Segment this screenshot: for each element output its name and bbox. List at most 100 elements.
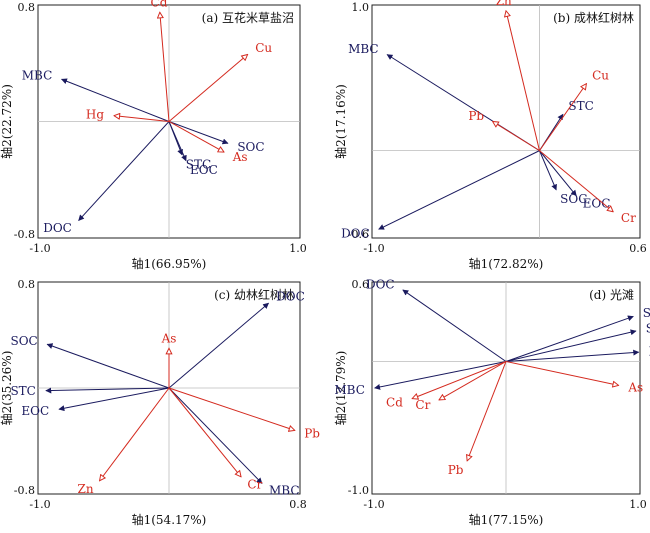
y-tick-label-max: 0.8 (18, 1, 36, 14)
pb-vector-label: Pb (448, 463, 464, 477)
y-axis-label: 轴2(22.72%) (0, 84, 14, 159)
zn-vector (506, 11, 540, 151)
panel-d: (d) 光滩 -1.0 1.0 0.6 -1.0 轴1(77.15%) 轴2(12.79%)… (333, 277, 650, 527)
cd-vector (412, 361, 507, 399)
hg-vector (114, 116, 170, 122)
pb-vector (493, 122, 540, 152)
y-tick-label-max: 0.8 (18, 278, 36, 291)
eoc-vector-label: EOC (21, 404, 49, 418)
soc-vector (539, 150, 557, 191)
stc-vector (168, 121, 183, 156)
as-vector-label: As (627, 380, 643, 394)
cu-vector (168, 55, 248, 122)
y-tick-label-min: -0.8 (14, 228, 35, 241)
as-vector-label: As (232, 150, 248, 164)
stc-vector-label: STC (643, 306, 650, 320)
zn-vector-label: Zn (77, 482, 93, 496)
as-vector (505, 361, 619, 386)
mbc-vector (61, 78, 170, 122)
doc-vector (168, 302, 270, 389)
doc-vector-label: DOC (341, 227, 370, 241)
doc-vector (78, 121, 170, 221)
eoc-vector-label: EOC (583, 197, 611, 211)
panel-title: (a) 互花米草盐沼 (202, 10, 294, 25)
y-tick-label-max: 1.0 (352, 1, 370, 14)
y-tick-label-min: -1.0 (348, 484, 369, 497)
doc-vector-label: DOC (43, 221, 72, 235)
soc-vector-label: SOC (11, 334, 38, 348)
cr-vector (439, 361, 507, 400)
cu-vector (539, 84, 587, 151)
stc-vector-label: STC (568, 99, 593, 113)
cr-vector-label: Cr (621, 211, 636, 225)
as-vector-label: As (161, 331, 177, 345)
mbc-vector-label: MBC (334, 383, 365, 397)
cr-vector-label: Cr (415, 398, 430, 412)
x-tick-label-max: 1.0 (289, 242, 307, 255)
cu-vector-label: Cu (255, 41, 272, 55)
doc-vector-label: DOC (366, 277, 395, 291)
stc-vector-label: STC (186, 157, 211, 171)
x-tick-label-min: -1.0 (29, 242, 50, 255)
cd-vector-label: Cd (151, 0, 168, 9)
zn-vector (100, 387, 170, 481)
y-axis-label: 轴2(35.26%) (0, 351, 14, 426)
stc-vector (505, 315, 634, 362)
panel-title: (c) 幼林红树林 (214, 287, 294, 302)
pb-vector-label: Pb (304, 427, 320, 441)
soc-vector-label: SOC (560, 192, 587, 206)
panel-title: (b) 成林红树林 (553, 10, 634, 25)
panel-a: (a) 互花米草盐沼 -1.0 1.0 0.8 -0.8 轴1(66.95%) 轴2(22.… (0, 0, 307, 271)
cr-vector-label: Cr (247, 478, 262, 492)
x-axis-label: 轴1(66.95%) (132, 256, 207, 271)
eoc-vector-label: EOC (190, 163, 218, 177)
x-axis-label: 轴1(54.17%) (132, 512, 207, 527)
eoc-vector (539, 150, 577, 197)
soc-vector (46, 343, 170, 389)
stc-vector (45, 387, 170, 394)
mbc-vector (168, 387, 263, 484)
y-tick-label-min: -0.8 (14, 484, 35, 497)
mbc-vector (374, 361, 507, 390)
panel-c: (c) 幼林红树林 -1.0 0.8 0.8 -0.8 轴1(54.17%) 轴2(35.2… (0, 278, 320, 527)
panel-title: (d) 光滩 (589, 288, 634, 302)
stc-vector-label: STC (10, 384, 35, 398)
cd-vector-label: Cd (386, 395, 403, 409)
doc-vector (378, 150, 540, 230)
mbc-vector-label: MBC (22, 69, 53, 83)
zn-vector-label: Zn (496, 0, 512, 8)
pb-vector-label: Pb (468, 109, 484, 123)
pb-vector (168, 387, 295, 430)
y-tick-label-max: 0.6 (352, 278, 370, 291)
soc-vector-label: SOC (646, 322, 650, 336)
mbc-vector-label: MBC (348, 42, 379, 56)
cr-vector (539, 150, 614, 212)
soc-vector (505, 329, 637, 362)
x-tick-label-min: -1.0 (363, 498, 384, 511)
cd-vector (160, 12, 170, 122)
y-axis-label: 轴2(17.16%) (333, 84, 348, 159)
y-tick-label-min: -0.6 (348, 228, 369, 241)
x-tick-label-min: -1.0 (363, 242, 384, 255)
doc-vector (402, 289, 507, 362)
x-tick-label-max: 1.0 (629, 498, 647, 511)
panel-b: (b) 成林红树林 -1.0 0.6 1.0 -0.6 轴1(72.82%) 轴2(17.1… (333, 0, 647, 271)
y-axis-label: 轴2(12.79%) (333, 351, 348, 426)
cu-vector-label: Cu (592, 68, 609, 82)
eoc-vector (58, 387, 170, 412)
soc-vector-label: SOC (237, 140, 264, 154)
eoc-vector (505, 349, 640, 362)
soc-vector (168, 121, 229, 145)
x-tick-label-min: -1.0 (29, 498, 50, 511)
pb-vector (467, 361, 507, 461)
eoc-vector-label: EOC (649, 345, 650, 359)
x-axis-label: 轴1(77.15%) (469, 512, 544, 527)
x-tick-label-max: 0.6 (629, 242, 647, 255)
x-axis-label: 轴1(72.82%) (469, 256, 544, 271)
as-vector (168, 121, 224, 153)
cr-vector (168, 387, 241, 477)
doc-vector-label: DOC (276, 290, 305, 304)
x-tick-label-max: 0.8 (289, 498, 307, 511)
mbc-vector-label: MBC (269, 484, 300, 498)
